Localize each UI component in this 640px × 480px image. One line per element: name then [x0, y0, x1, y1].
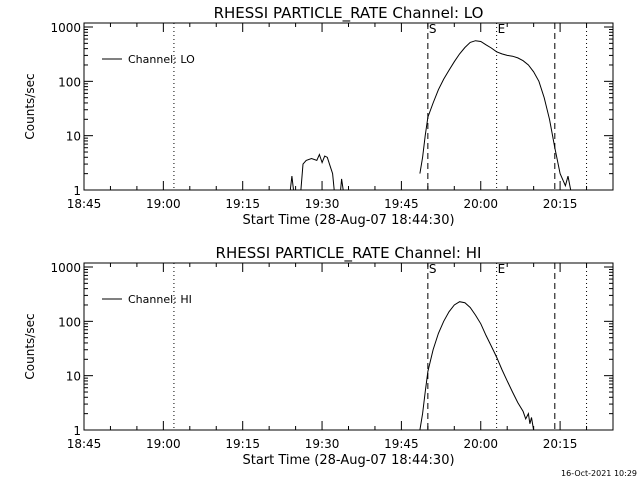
plot-frame — [83, 262, 614, 431]
x-tick-label: 19:00 — [146, 437, 181, 451]
y-tick-label: 1 — [73, 424, 81, 438]
x-tick-label: 19:15 — [225, 197, 260, 211]
chart-hi: RHESSI PARTICLE_RATE Channel: HI 18:45 19:… — [23, 244, 614, 468]
chart-title: RHESSI PARTICLE_RATE Channel: HI — [216, 244, 482, 263]
x-tick-label: 19:00 — [146, 197, 181, 211]
y-tick-label: 1000 — [50, 21, 81, 35]
x-axis-label: Start Time (28-Aug-07 18:44:30) — [242, 453, 454, 468]
x-tick-label: 20:00 — [463, 197, 498, 211]
x-tick-label: 19:30 — [305, 437, 340, 451]
y-axis-label: Counts/sec — [23, 313, 37, 379]
data-line — [289, 176, 294, 191]
x-tick-label: 20:00 — [463, 437, 498, 451]
y-tick-label: 10 — [66, 130, 81, 144]
timestamp: 16-Oct-2021 10:29 — [561, 469, 637, 478]
y-tick-label: 1 — [73, 184, 81, 198]
data-line — [340, 178, 344, 191]
marker-label: S — [429, 22, 437, 36]
x-tick-label: 19:15 — [225, 437, 260, 451]
chart-title: RHESSI PARTICLE_RATE Channel: LO — [214, 4, 484, 23]
y-tick-label: 1000 — [50, 261, 81, 275]
x-axis-label: Start Time (28-Aug-07 18:44:30) — [242, 213, 454, 228]
x-tick-label: 19:45 — [384, 437, 419, 451]
marker-label: E — [498, 22, 506, 36]
y-tick-label: 100 — [58, 315, 81, 329]
x-tick-label: 19:45 — [384, 197, 419, 211]
data-line — [300, 153, 335, 191]
plot-frame — [83, 22, 614, 191]
y-tick-label: 10 — [66, 370, 81, 384]
legend-entry: Channel: LO — [128, 53, 195, 66]
data-line — [419, 40, 572, 191]
x-tick-label: 19:30 — [305, 197, 340, 211]
y-tick-label: 100 — [58, 75, 81, 89]
x-tick-label: 20:15 — [543, 437, 578, 451]
marker-label: E — [498, 262, 506, 276]
x-tick-label: 20:15 — [543, 197, 578, 211]
legend-entry: Channel: HI — [128, 293, 192, 306]
y-axis-label: Counts/sec — [23, 73, 37, 139]
marker-label: S — [429, 262, 437, 276]
data-line — [419, 301, 535, 431]
x-tick-label: 18:45 — [67, 437, 102, 451]
x-tick-label: 18:45 — [67, 197, 102, 211]
chart-lo: RHESSI PARTICLE_RATE Channel: LO 18:45 19:… — [23, 4, 614, 228]
